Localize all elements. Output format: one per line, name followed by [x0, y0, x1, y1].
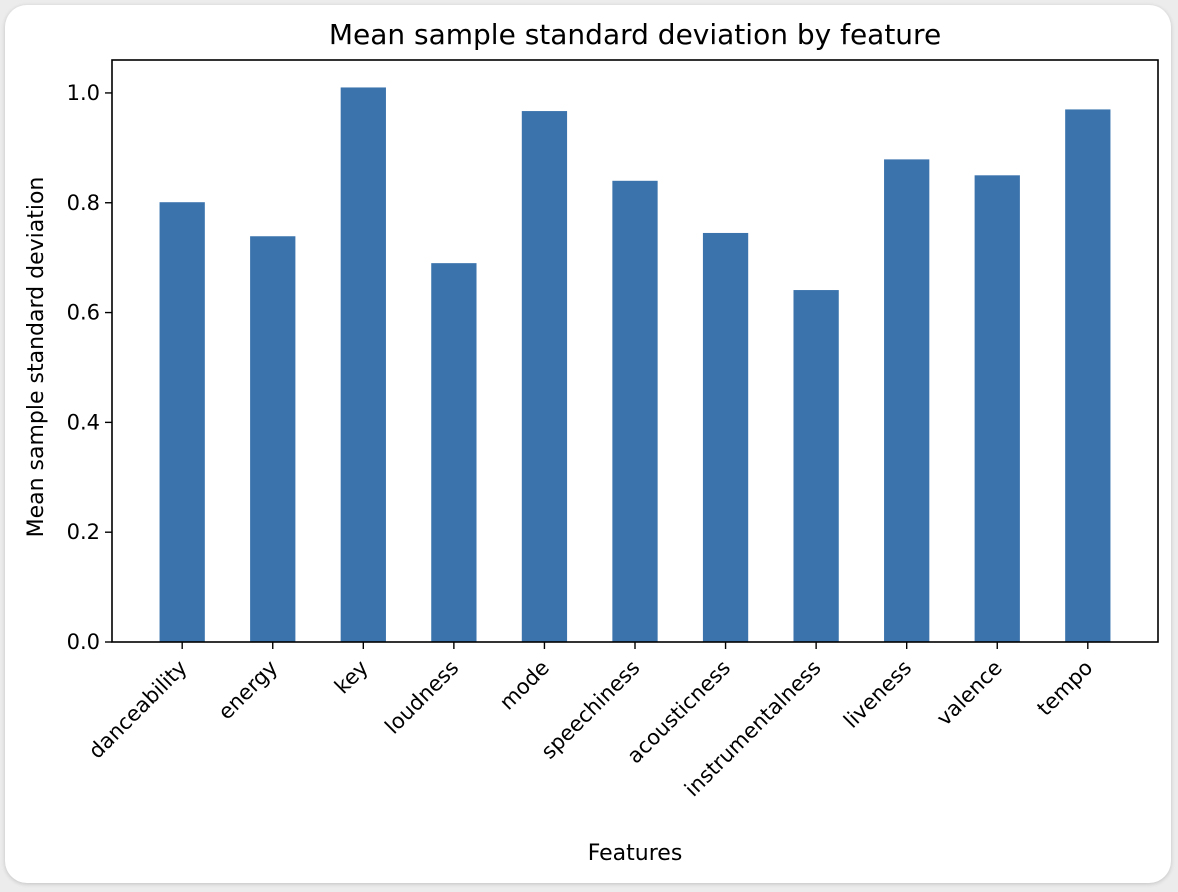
bar-speechiness	[612, 180, 658, 642]
y-tick-label: 0.2	[67, 520, 100, 544]
bar-acousticness	[702, 232, 749, 643]
plot-frame	[111, 59, 1159, 643]
bar-liveness	[884, 159, 930, 642]
bar-chart: Mean sample standard deviation by featur…	[24, 18, 1159, 866]
bar-tempo	[1065, 109, 1111, 642]
bar-valence	[974, 175, 1020, 642]
x-tick-label-liveness: liveness	[839, 656, 916, 733]
x-axis-label: Features	[588, 841, 683, 866]
x-tick-label-valence: valence	[932, 656, 1007, 731]
chart-card: Mean sample standard deviation by featur…	[5, 5, 1171, 883]
x-tick-label-danceability: danceability	[84, 656, 192, 764]
y-axis-label: Mean sample standard deviation	[24, 177, 49, 538]
y-tick-label: 1.0	[67, 81, 100, 105]
y-tick-label: 0.8	[67, 191, 100, 215]
bar-loudness	[431, 263, 477, 642]
bar-energy	[250, 236, 296, 642]
x-tick-label-key: key	[330, 656, 373, 699]
x-tick-label-tempo: tempo	[1032, 656, 1097, 721]
y-tick-label: 0.6	[67, 301, 100, 325]
bar-mode	[521, 111, 568, 643]
x-tick-label-mode: mode	[495, 656, 554, 715]
bar-danceability	[159, 202, 205, 642]
y-tick-label: 0.4	[67, 410, 100, 434]
chart-title: Mean sample standard deviation by featur…	[329, 18, 941, 51]
x-tick-label-energy: energy	[214, 656, 283, 725]
y-tick-label: 0.0	[67, 630, 100, 654]
bar-instrumentalness	[793, 290, 839, 642]
bar-key	[340, 87, 386, 643]
x-tick-label-loudness: loudness	[380, 656, 463, 739]
